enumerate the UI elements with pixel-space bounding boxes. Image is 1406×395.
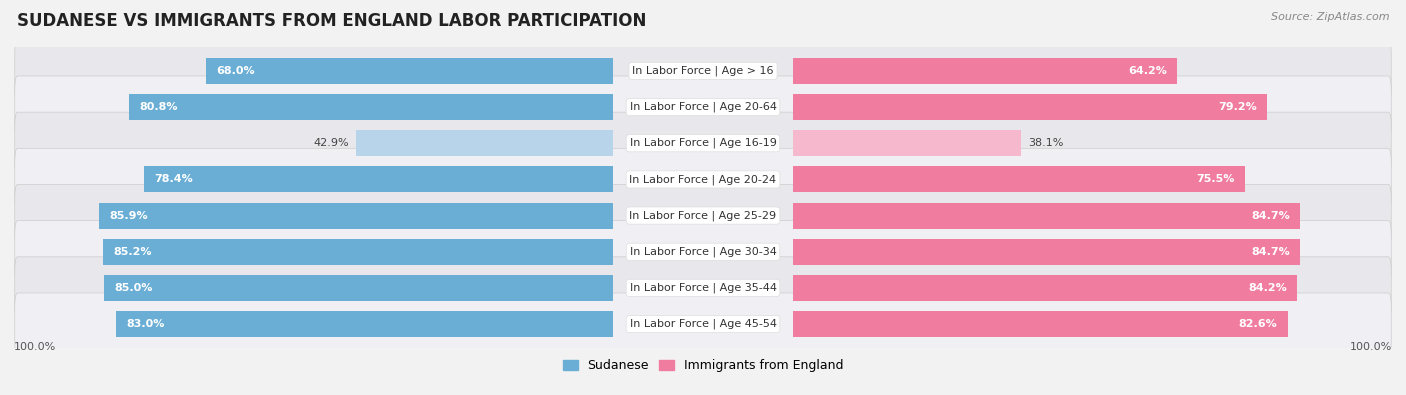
Bar: [793, 94, 1267, 120]
Text: 84.7%: 84.7%: [1251, 247, 1289, 257]
Bar: [793, 166, 1246, 192]
Text: In Labor Force | Age 20-24: In Labor Force | Age 20-24: [630, 174, 776, 185]
Text: In Labor Force | Age 45-54: In Labor Force | Age 45-54: [630, 319, 776, 329]
FancyBboxPatch shape: [14, 76, 1392, 138]
Text: 85.0%: 85.0%: [114, 283, 153, 293]
Text: 85.2%: 85.2%: [112, 247, 152, 257]
Text: In Labor Force | Age 30-34: In Labor Force | Age 30-34: [630, 246, 776, 257]
Text: SUDANESE VS IMMIGRANTS FROM ENGLAND LABOR PARTICIPATION: SUDANESE VS IMMIGRANTS FROM ENGLAND LABO…: [17, 12, 647, 30]
Text: 42.9%: 42.9%: [314, 138, 350, 148]
Bar: [793, 203, 1301, 229]
Text: In Labor Force | Age 16-19: In Labor Force | Age 16-19: [630, 138, 776, 149]
FancyBboxPatch shape: [14, 184, 1392, 247]
Text: 75.5%: 75.5%: [1197, 175, 1234, 184]
Text: 78.4%: 78.4%: [153, 175, 193, 184]
FancyBboxPatch shape: [14, 293, 1392, 355]
Legend: Sudanese, Immigrants from England: Sudanese, Immigrants from England: [558, 354, 848, 377]
Text: In Labor Force | Age 35-44: In Labor Force | Age 35-44: [630, 283, 776, 293]
FancyBboxPatch shape: [14, 40, 1392, 102]
Text: 83.0%: 83.0%: [127, 319, 165, 329]
Text: 85.9%: 85.9%: [108, 211, 148, 220]
Text: 79.2%: 79.2%: [1218, 102, 1257, 112]
Text: In Labor Force | Age 20-64: In Labor Force | Age 20-64: [630, 102, 776, 112]
FancyBboxPatch shape: [14, 257, 1392, 319]
Text: 68.0%: 68.0%: [217, 66, 254, 76]
Text: 100.0%: 100.0%: [1350, 342, 1392, 352]
Bar: [115, 311, 613, 337]
Bar: [129, 94, 613, 120]
Text: 82.6%: 82.6%: [1239, 319, 1277, 329]
Text: 38.1%: 38.1%: [1028, 138, 1063, 148]
Bar: [793, 130, 1021, 156]
Bar: [793, 239, 1301, 265]
FancyBboxPatch shape: [14, 112, 1392, 174]
Text: In Labor Force | Age > 16: In Labor Force | Age > 16: [633, 66, 773, 76]
FancyBboxPatch shape: [14, 221, 1392, 283]
Bar: [103, 239, 613, 265]
Text: Source: ZipAtlas.com: Source: ZipAtlas.com: [1271, 12, 1389, 22]
Text: 64.2%: 64.2%: [1128, 66, 1167, 76]
Text: 84.7%: 84.7%: [1251, 211, 1289, 220]
Bar: [356, 130, 613, 156]
Bar: [793, 275, 1298, 301]
Bar: [143, 166, 613, 192]
Bar: [793, 58, 1177, 84]
Text: 80.8%: 80.8%: [139, 102, 179, 112]
FancyBboxPatch shape: [14, 148, 1392, 211]
Bar: [98, 203, 613, 229]
Text: 84.2%: 84.2%: [1249, 283, 1286, 293]
Bar: [104, 275, 613, 301]
Text: In Labor Force | Age 25-29: In Labor Force | Age 25-29: [630, 210, 776, 221]
Bar: [793, 311, 1288, 337]
Bar: [205, 58, 613, 84]
Text: 100.0%: 100.0%: [14, 342, 56, 352]
